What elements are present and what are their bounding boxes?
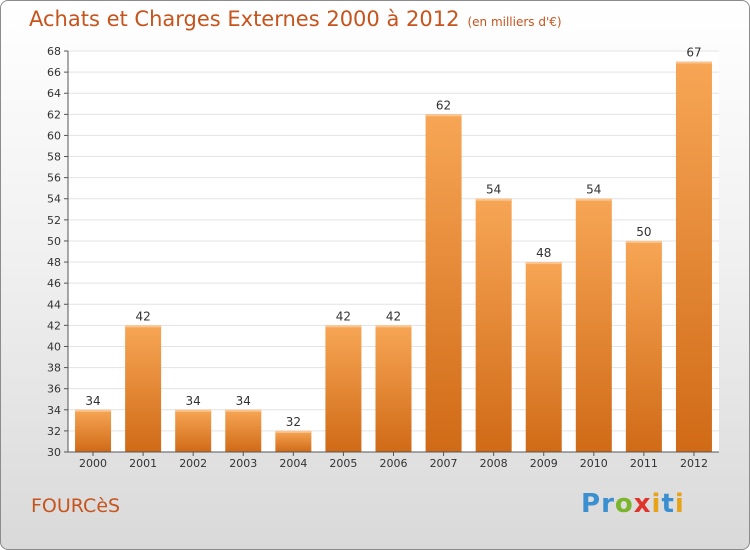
logo-letter: r: [601, 489, 615, 519]
y-tick-label: 66: [47, 66, 61, 79]
x-tick-label-2007: 2007: [430, 457, 458, 470]
data-label-2006: 42: [386, 309, 401, 323]
bar-highlight: [375, 325, 412, 328]
data-label-2007: 62: [436, 98, 451, 112]
data-label-2000: 34: [85, 394, 100, 408]
bar-2001: [125, 325, 162, 452]
bar-highlight: [125, 325, 162, 328]
bar-2003: [225, 409, 262, 452]
x-tick-label-2002: 2002: [179, 457, 207, 470]
y-tick-label: 32: [47, 425, 61, 438]
chart-subtitle: (en milliers d'€): [467, 15, 562, 29]
x-tick-label-2012: 2012: [680, 457, 708, 470]
logo-letter: t: [661, 489, 675, 519]
data-label-2009: 48: [536, 246, 551, 260]
bar-highlight: [425, 114, 462, 117]
bar-2011: [625, 240, 662, 452]
bar-2006: [375, 325, 412, 452]
data-label-2004: 32: [286, 415, 301, 429]
bar-highlight: [525, 262, 562, 265]
data-label-2010: 54: [586, 183, 601, 197]
data-label-2011: 50: [636, 225, 651, 239]
commune-name: FOURCèS: [31, 495, 121, 517]
x-tick-label-2004: 2004: [279, 457, 307, 470]
bar-2005: [325, 325, 362, 452]
x-tick-label-2005: 2005: [329, 457, 357, 470]
data-label-2001: 42: [135, 309, 150, 323]
y-tick-label: 50: [47, 235, 61, 248]
x-tick-label-2009: 2009: [530, 457, 558, 470]
y-tick-label: 56: [47, 172, 61, 185]
bar-2000: [75, 409, 112, 452]
bar-highlight: [675, 61, 712, 64]
x-tick-label-2011: 2011: [630, 457, 658, 470]
data-label-2005: 42: [336, 309, 351, 323]
bar-2008: [475, 198, 512, 452]
chart-title-text: Achats et Charges Externes 2000 à 2012: [29, 7, 460, 31]
y-tick-label: 52: [47, 214, 61, 227]
bar-highlight: [625, 240, 662, 243]
x-tick-label-2003: 2003: [229, 457, 257, 470]
y-tick-label: 64: [47, 87, 61, 100]
bar-2009: [525, 262, 562, 452]
logo-letter: x: [633, 489, 652, 519]
y-tick-label: 46: [47, 277, 61, 290]
bar-2010: [575, 198, 612, 452]
bar-2012: [675, 61, 712, 452]
y-tick-label: 38: [47, 362, 61, 375]
logo-letter: P: [581, 489, 602, 519]
x-tick-label-2010: 2010: [580, 457, 608, 470]
y-tick-label: 30: [47, 446, 61, 459]
proxiti-logo[interactable]: Proxiti: [581, 489, 685, 519]
x-tick-label-2000: 2000: [79, 457, 107, 470]
chart-title: Achats et Charges Externes 2000 à 2012 (e…: [29, 7, 562, 31]
bar-highlight: [275, 430, 312, 433]
bar-2007: [425, 114, 462, 452]
y-tick-label: 34: [47, 404, 61, 417]
data-label-2012: 67: [686, 46, 701, 60]
bar-highlight: [175, 409, 212, 412]
bar-highlight: [475, 198, 512, 201]
data-label-2002: 34: [186, 394, 201, 408]
bar-highlight: [225, 409, 262, 412]
data-label-2003: 34: [236, 394, 251, 408]
bar-highlight: [575, 198, 612, 201]
y-tick-label: 58: [47, 151, 61, 164]
y-tick-label: 62: [47, 108, 61, 121]
logo-letter: i: [674, 489, 685, 519]
y-tick-label: 48: [47, 256, 61, 269]
x-tick-label-2008: 2008: [480, 457, 508, 470]
data-label-2008: 54: [486, 183, 501, 197]
x-tick-label-2001: 2001: [129, 457, 157, 470]
logo-letter: o: [614, 489, 634, 519]
y-tick-label: 54: [47, 193, 61, 206]
y-tick-label: 40: [47, 340, 61, 353]
x-tick-label-2006: 2006: [380, 457, 408, 470]
y-tick-label: 60: [47, 129, 61, 142]
bar-2004: [275, 430, 312, 452]
logo-letter: i: [651, 489, 662, 519]
y-tick-label: 68: [47, 45, 61, 58]
y-tick-label: 36: [47, 383, 61, 396]
bar-2002: [175, 409, 212, 452]
y-tick-label: 44: [47, 298, 61, 311]
y-tick-label: 42: [47, 319, 61, 332]
bar-highlight: [75, 409, 112, 412]
bar-highlight: [325, 325, 362, 328]
